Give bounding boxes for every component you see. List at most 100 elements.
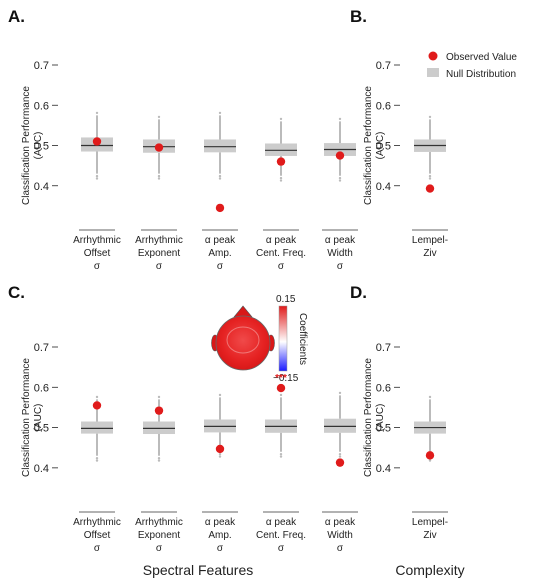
y-tick-label: 0.5: [34, 141, 49, 153]
box-outlier: [279, 455, 283, 458]
box-outlier: [279, 452, 283, 456]
observed-point: [154, 406, 164, 415]
legend-observed-label: Observed Value: [446, 52, 517, 63]
topo-head: [215, 315, 271, 371]
panel-letter-d: D.: [350, 283, 367, 302]
observed-point: [276, 383, 286, 393]
box-outlier: [218, 177, 222, 180]
box-outlier: [218, 111, 222, 115]
x-category-label: Arrhythmic: [135, 235, 183, 246]
box-outlier: [218, 393, 222, 397]
y-tick-label: 0.6: [376, 100, 391, 112]
x-category-label: Width: [327, 530, 353, 541]
x-category-label: α peak: [205, 235, 236, 246]
y-tick-label: 0.7: [34, 342, 49, 354]
null-box: [81, 421, 113, 434]
legend-null-label: Null Distribution: [446, 69, 516, 80]
box-outlier: [428, 177, 432, 180]
panel-letter-c: C.: [8, 283, 25, 302]
box-outlier: [157, 395, 161, 399]
legend: Observed Value Null Distribution: [427, 51, 517, 80]
x-category-label: σ: [94, 543, 101, 554]
x-category-label: Arrhythmic: [73, 517, 121, 528]
topo-nose: [233, 305, 253, 318]
group-label-complexity: Complexity: [395, 562, 464, 578]
box-outlier: [338, 176, 342, 180]
y-tick-label: 0.6: [376, 382, 391, 394]
x-category-label: α peak: [325, 517, 356, 528]
observed-point: [215, 203, 225, 213]
y-tick-label: 0.6: [34, 100, 49, 112]
topo-contour: [226, 326, 260, 354]
panel-letter-a: A.: [8, 7, 25, 26]
box-outlier: [338, 179, 342, 182]
x-category-label: α peak: [205, 517, 236, 528]
x-category-label: σ: [337, 261, 344, 272]
observed-point: [335, 151, 345, 160]
x-category-label: σ: [217, 543, 224, 554]
panel-a-chart: Classification Performance(AUC)0.4 0.5 0.6…: [21, 60, 358, 272]
y-axis-label: Classification Performance(AUC): [363, 358, 386, 477]
x-category-label: Offset: [84, 248, 111, 259]
panel-c-chart: Classification Performance(AUC)0.40.50.6…: [21, 342, 358, 554]
box-outlier: [338, 391, 342, 395]
colorbar: [278, 305, 288, 372]
box-outlier: [157, 459, 161, 462]
box-outlier: [279, 179, 283, 182]
box-outlier: [338, 452, 342, 456]
null-box: [143, 421, 175, 435]
y-tick-label: 0.4: [34, 181, 49, 193]
box-outlier: [338, 455, 342, 458]
significance-marker: ***: [275, 373, 287, 384]
null-box: [324, 418, 356, 433]
box-outlier: [95, 459, 99, 462]
observed-point: [215, 444, 225, 454]
colorbar-max-label: 0.15: [276, 294, 296, 305]
y-tick-label: 0.4: [34, 463, 49, 475]
observed-point: [335, 458, 345, 467]
y-axis-label-line: (AUC): [375, 404, 386, 432]
x-category-label: Width: [327, 248, 353, 259]
box-outlier: [428, 174, 432, 178]
box-outlier: [95, 111, 99, 115]
x-category-label: Amp.: [208, 248, 231, 259]
box-outlier: [428, 459, 432, 462]
panel-d-chart: Classification Performance(AUC)0.40.50.6…: [363, 342, 448, 541]
y-tick-label: 0.4: [376, 463, 391, 475]
observed-point: [92, 401, 102, 410]
y-axis-label-line: (AUC): [33, 404, 44, 432]
observed-point: [276, 157, 286, 166]
y-axis-label-line: (AUC): [375, 132, 386, 160]
x-category-label: σ: [337, 543, 344, 554]
x-category-label: α peak: [325, 235, 356, 246]
legend-null-marker: [427, 68, 439, 77]
x-category-label: Cent. Freq.: [256, 248, 306, 259]
box-outlier: [218, 174, 222, 178]
box-outlier: [95, 395, 99, 399]
x-category-label: Lempel-: [412, 235, 448, 246]
box-outlier: [157, 115, 161, 119]
box-outlier: [279, 393, 283, 397]
y-tick-label: 0.7: [376, 342, 391, 354]
y-tick-label: 0.5: [376, 141, 391, 153]
y-axis-label-line: Classification Performance: [21, 358, 32, 477]
panel-letter-b: B.: [350, 7, 367, 26]
x-category-label: α peak: [266, 235, 297, 246]
box-outlier: [157, 177, 161, 180]
x-category-label: Amp.: [208, 530, 231, 541]
y-tick-label: 0.4: [376, 181, 391, 193]
colorbar-title: Coefficients: [297, 313, 308, 365]
null-box: [204, 139, 236, 153]
observed-point: [154, 143, 164, 152]
x-category-label: σ: [156, 543, 163, 554]
y-axis-label-line: Classification Performance: [363, 86, 374, 205]
x-category-label: σ: [278, 261, 285, 272]
colorbar-min-label: −0.15: [273, 373, 299, 384]
box-outlier: [279, 176, 283, 180]
topo-inset: 0.15 −0.15 Coefficients: [211, 294, 308, 384]
y-axis-label: Classification Performance(AUC): [21, 86, 44, 205]
box-outlier: [157, 174, 161, 178]
box-outlier: [428, 115, 432, 119]
box-outlier: [95, 174, 99, 178]
